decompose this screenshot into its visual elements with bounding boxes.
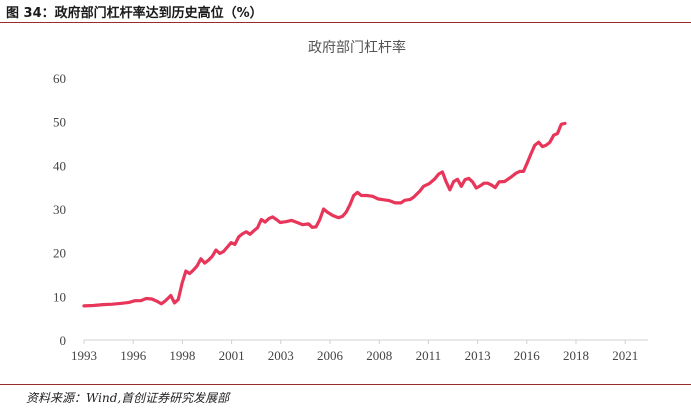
figure-title: 图 34：政府部门杠杆率达到历史高位（%） <box>6 6 263 21</box>
y-tick-label: 10 <box>53 289 66 304</box>
x-tick-label: 2021 <box>612 348 638 363</box>
chart-title: 政府部门杠杆率 <box>308 39 406 56</box>
top-rule <box>0 22 691 23</box>
y-tick-label: 0 <box>60 333 67 348</box>
x-tick-label: 1996 <box>120 348 147 363</box>
x-tick-label: 1998 <box>169 348 195 363</box>
x-tick-label: 2008 <box>366 348 392 363</box>
x-tick-labels: 1993 1996 1998 2001 2003 2006 2008 2011 2013 2016… <box>71 340 638 363</box>
y-tick-label: 20 <box>53 246 66 261</box>
y-tick-labels: 0 10 20 30 40 50 60 <box>53 71 66 348</box>
y-tick-label: 60 <box>53 71 66 86</box>
x-tick-label: 2018 <box>563 348 589 363</box>
x-tick-label: 2006 <box>317 348 344 363</box>
x-tick-label: 2016 <box>514 348 541 363</box>
source-note: 资料来源：Wind,首创证券研究发展部 <box>26 391 230 405</box>
y-tick-label: 30 <box>53 202 66 217</box>
y-tick-label: 50 <box>53 115 66 130</box>
x-tick-label: 2011 <box>416 348 442 363</box>
line-chart: 政府部门杠杆率 0 10 20 30 40 50 60 1993 1996 1998 2001 20… <box>53 39 648 363</box>
x-tick-label: 2013 <box>465 348 491 363</box>
bottom-rule <box>0 384 691 385</box>
x-tick-label: 2003 <box>268 348 294 363</box>
x-tick-label: 1993 <box>71 348 97 363</box>
series-line <box>82 121 567 308</box>
x-tick-label: 2001 <box>219 348 245 363</box>
y-tick-label: 40 <box>53 158 66 173</box>
